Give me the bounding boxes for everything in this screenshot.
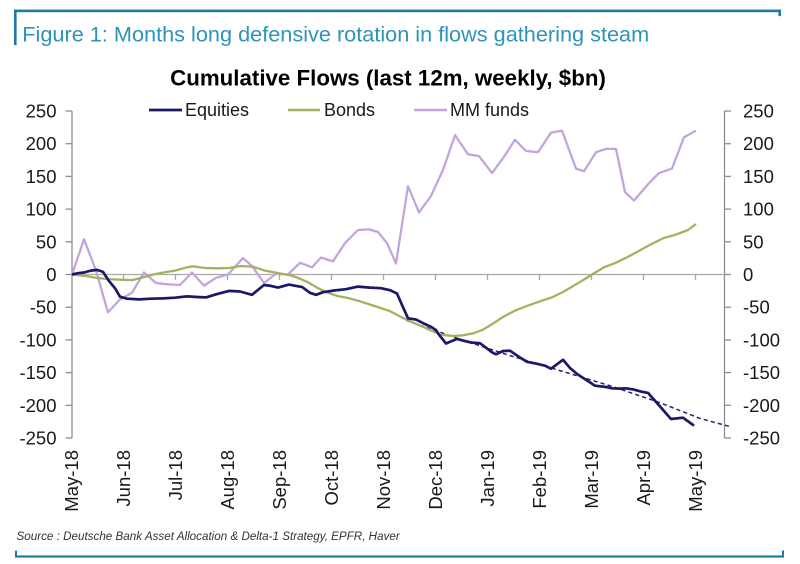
svg-text:0: 0 bbox=[46, 264, 56, 285]
svg-text:-200: -200 bbox=[743, 395, 780, 416]
svg-text:250: 250 bbox=[743, 101, 774, 122]
svg-text:-50: -50 bbox=[743, 297, 770, 318]
svg-text:-250: -250 bbox=[743, 428, 780, 449]
svg-text:Mar-19: Mar-19 bbox=[581, 450, 602, 509]
svg-text:Aug-18: Aug-18 bbox=[217, 450, 238, 510]
svg-text:-100: -100 bbox=[743, 329, 780, 350]
svg-text:Nov-18: Nov-18 bbox=[373, 450, 394, 510]
svg-text:100: 100 bbox=[743, 199, 774, 220]
svg-text:Figure 1: Months long defensiv: Figure 1: Months long defensive rotation… bbox=[22, 22, 649, 47]
svg-text:200: 200 bbox=[743, 133, 774, 154]
svg-text:250: 250 bbox=[26, 101, 57, 122]
svg-text:MM funds: MM funds bbox=[450, 100, 529, 120]
svg-text:Sep-18: Sep-18 bbox=[269, 450, 290, 510]
svg-text:150: 150 bbox=[26, 166, 57, 187]
svg-text:-250: -250 bbox=[19, 428, 56, 449]
svg-text:-50: -50 bbox=[30, 297, 57, 318]
svg-text:50: 50 bbox=[743, 231, 764, 252]
svg-text:50: 50 bbox=[36, 231, 57, 252]
svg-text:Equities: Equities bbox=[185, 100, 249, 120]
svg-text:May-19: May-19 bbox=[685, 450, 706, 512]
svg-text:Oct-18: Oct-18 bbox=[321, 450, 342, 506]
svg-text:0: 0 bbox=[743, 264, 753, 285]
svg-text:Feb-19: Feb-19 bbox=[529, 450, 550, 509]
svg-text:Bonds: Bonds bbox=[324, 100, 375, 120]
svg-text:Jul-18: Jul-18 bbox=[165, 450, 186, 500]
svg-text:100: 100 bbox=[26, 199, 57, 220]
svg-text:Source : Deutsche Bank Asset A: Source : Deutsche Bank Asset Allocation … bbox=[17, 530, 401, 543]
svg-text:150: 150 bbox=[743, 166, 774, 187]
svg-text:Dec-18: Dec-18 bbox=[425, 450, 446, 510]
svg-text:200: 200 bbox=[26, 133, 57, 154]
svg-text:May-18: May-18 bbox=[61, 450, 82, 512]
svg-text:Apr-19: Apr-19 bbox=[633, 450, 654, 506]
svg-text:-200: -200 bbox=[19, 395, 56, 416]
svg-text:Jun-18: Jun-18 bbox=[113, 450, 134, 507]
svg-text:-150: -150 bbox=[743, 362, 780, 383]
svg-text:-100: -100 bbox=[19, 329, 56, 350]
svg-text:Cumulative Flows (last 12m, we: Cumulative Flows (last 12m, weekly, $bn) bbox=[170, 66, 606, 91]
svg-text:-150: -150 bbox=[19, 362, 56, 383]
svg-text:Jan-19: Jan-19 bbox=[477, 450, 498, 507]
